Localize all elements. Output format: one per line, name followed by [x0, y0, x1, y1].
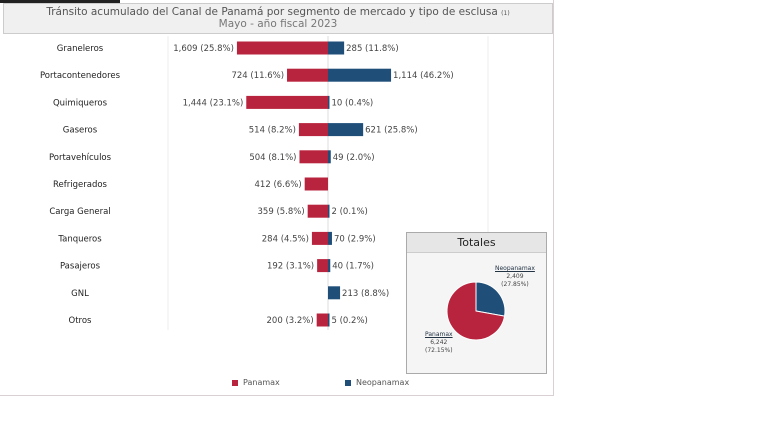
neopanamax-swatch [345, 379, 351, 386]
neopanamax-bar [328, 204, 330, 218]
top-bar [0, 0, 120, 3]
neopanamax-label: 285 (11.8%) [346, 44, 399, 54]
category-label: Gaseros [63, 126, 98, 136]
panamax-label: 192 (3.1%) [267, 262, 314, 272]
neopanamax-label: 10 (0.4%) [332, 98, 374, 108]
category-label: Otros [69, 316, 93, 326]
category-label: Tanqueros [57, 234, 102, 244]
chart-title: Tránsito acumulado del Canal de Panamá p… [46, 6, 498, 18]
panamax-label: 412 (6.6%) [255, 180, 302, 190]
category-label: Refrigerados [53, 180, 108, 190]
neopanamax-bar [328, 286, 341, 300]
title-box: Tránsito acumulado del Canal de Panamá p… [3, 3, 553, 34]
panamax-label: 504 (8.1%) [249, 153, 296, 163]
category-label: Graneleros [57, 44, 104, 54]
panamax-bar [304, 177, 328, 191]
neopanamax-bar [328, 313, 330, 327]
category-label: Pasajeros [60, 262, 101, 272]
panamax-bar [299, 150, 328, 164]
pie-slice-neopanamax [475, 281, 506, 317]
panamax-bar [298, 123, 328, 137]
panamax-label: 1,444 (23.1%) [183, 98, 244, 108]
category-label: Quimiqueros [53, 98, 108, 108]
legend-panamax[interactable]: Panamax [232, 378, 280, 387]
category-label: Portavehículos [49, 153, 112, 163]
neopanamax-label: 70 (2.9%) [334, 234, 376, 244]
neopanamax-bar [328, 231, 332, 245]
neopanamax-label: 40 (1.7%) [332, 262, 374, 272]
neopanamax-bar [328, 95, 330, 109]
neopanamax-label: 621 (25.8%) [365, 126, 418, 136]
neopanamax-bar [328, 68, 392, 82]
panamax-swatch [232, 379, 238, 386]
totals-title: Totales [407, 233, 546, 253]
pie-label-neopanamax: Neopanamax 2,409 (27.85%) [495, 265, 535, 288]
neopanamax-bar [328, 259, 331, 273]
neopanamax-label: 5 (0.2%) [332, 316, 368, 326]
panamax-bar [236, 41, 328, 55]
panamax-label: 724 (11.6%) [231, 71, 284, 81]
panamax-bar [311, 231, 328, 245]
neopanamax-label: 2 (0.1%) [332, 207, 368, 217]
panamax-bar [287, 68, 328, 82]
panamax-bar [316, 313, 328, 327]
totals-panel: Totales Neopanamax 2,409 (27.85%) Panamax 6… [406, 232, 547, 374]
neopanamax-label: 1,114 (46.2%) [393, 71, 454, 81]
category-label: Portacontenedores [40, 71, 121, 81]
panamax-bar [246, 95, 328, 109]
neopanamax-label: 213 (8.8%) [342, 289, 389, 299]
panamax-label: 1,609 (25.8%) [173, 44, 234, 54]
panamax-bar [307, 204, 328, 218]
chart-frame [0, 0, 554, 396]
panamax-label: 200 (3.2%) [267, 316, 314, 326]
bar-chart: Graneleros 1,609 (25.8%) 285 (11.8%) Portac… [40, 36, 489, 330]
title-note: (1) [501, 10, 510, 17]
panamax-label: 514 (8.2%) [249, 126, 296, 136]
category-label: GNL [71, 289, 89, 299]
totals-pie [446, 281, 506, 341]
neopanamax-label: 49 (2.0%) [333, 153, 375, 163]
chart-subtitle: Mayo - año fiscal 2023 [218, 18, 338, 30]
neopanamax-bar [328, 123, 364, 137]
neopanamax-bar [328, 41, 345, 55]
pie-label-panamax: Panamax 6,242 (72.15%) [425, 331, 453, 354]
category-label: Carga General [49, 207, 110, 217]
pie-slice-panamax [446, 281, 506, 341]
neopanamax-bar [328, 150, 331, 164]
legend-neopanamax[interactable]: Neopanamax [345, 378, 409, 387]
panamax-bar [317, 259, 328, 273]
panamax-label: 284 (4.5%) [262, 234, 309, 244]
panamax-label: 359 (5.8%) [258, 207, 305, 217]
